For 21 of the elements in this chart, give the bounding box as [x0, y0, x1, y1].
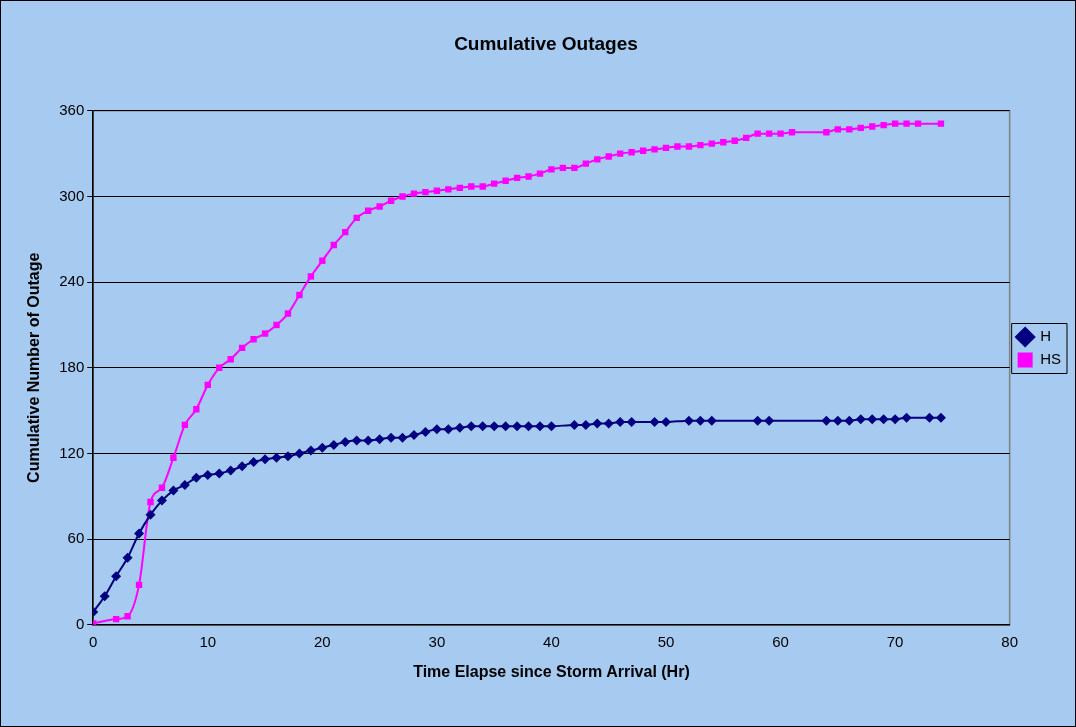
x-tick-label: 10: [199, 632, 217, 650]
chart-title: Cumulative Outages: [454, 32, 638, 54]
x-tick-label: 50: [657, 632, 675, 650]
y-tick-label: 300: [59, 186, 85, 204]
x-tick-label: 70: [886, 632, 904, 650]
x-tick-label: 0: [89, 632, 98, 650]
y-tick-label: 0: [75, 614, 85, 632]
legend-label: HS: [1040, 350, 1062, 368]
y-tick-label: 180: [59, 357, 85, 375]
x-tick-label: 40: [543, 632, 560, 650]
x-axis-title: Time Elapse since Storm Arrival (Hr): [413, 662, 690, 680]
y-tick-label: 240: [59, 272, 85, 290]
x-tick-label: 20: [313, 632, 331, 650]
x-tick-label: 30: [428, 632, 446, 650]
y-axis-title: Cumulative Number of Outage: [25, 252, 43, 483]
y-tick-label: 60: [67, 529, 85, 547]
y-tick-label: 360: [59, 100, 85, 118]
legend-label: H: [1040, 327, 1052, 345]
y-tick-label: 120: [59, 443, 85, 461]
x-tick-label: 60: [772, 632, 789, 650]
x-tick-label: 80: [1001, 632, 1019, 650]
